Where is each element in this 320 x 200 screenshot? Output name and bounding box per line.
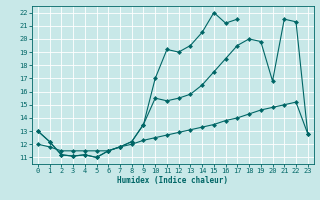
X-axis label: Humidex (Indice chaleur): Humidex (Indice chaleur) — [117, 176, 228, 185]
